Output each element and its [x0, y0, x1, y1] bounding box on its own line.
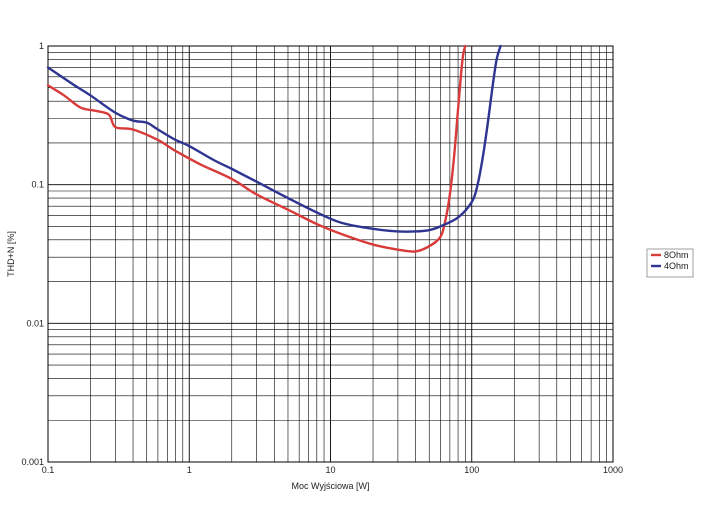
x-axis-label: Moc Wyjściowa [W]: [292, 481, 370, 491]
x-tick-label: 0.1: [42, 465, 55, 475]
series-line-8ohm: [46, 44, 467, 253]
x-tick-label: 10: [325, 465, 335, 475]
legend-label: 4Ohm: [664, 261, 689, 271]
plot-area-frame: [47, 45, 614, 463]
legend-box: [646, 248, 694, 278]
y-tick-label: 0.01: [26, 318, 44, 328]
x-tick-label: 1: [187, 465, 192, 475]
series-line-4ohm: [46, 44, 502, 233]
x-tick-label: 1000: [603, 465, 623, 475]
tick-labels: 0.1 1 10 100 1000 1 0.1 0.01 0.001: [21, 41, 623, 475]
y-tick-label: 1: [39, 41, 44, 51]
legend-label: 8Ohm: [664, 250, 689, 260]
y-tick-label: 0.001: [21, 457, 44, 467]
y-axis-label: THD+N [%]: [6, 231, 16, 277]
series-layer: [46, 44, 502, 253]
chart-grid: [47, 46, 613, 463]
y-tick-label: 0.1: [31, 180, 44, 190]
x-tick-label: 100: [464, 465, 479, 475]
